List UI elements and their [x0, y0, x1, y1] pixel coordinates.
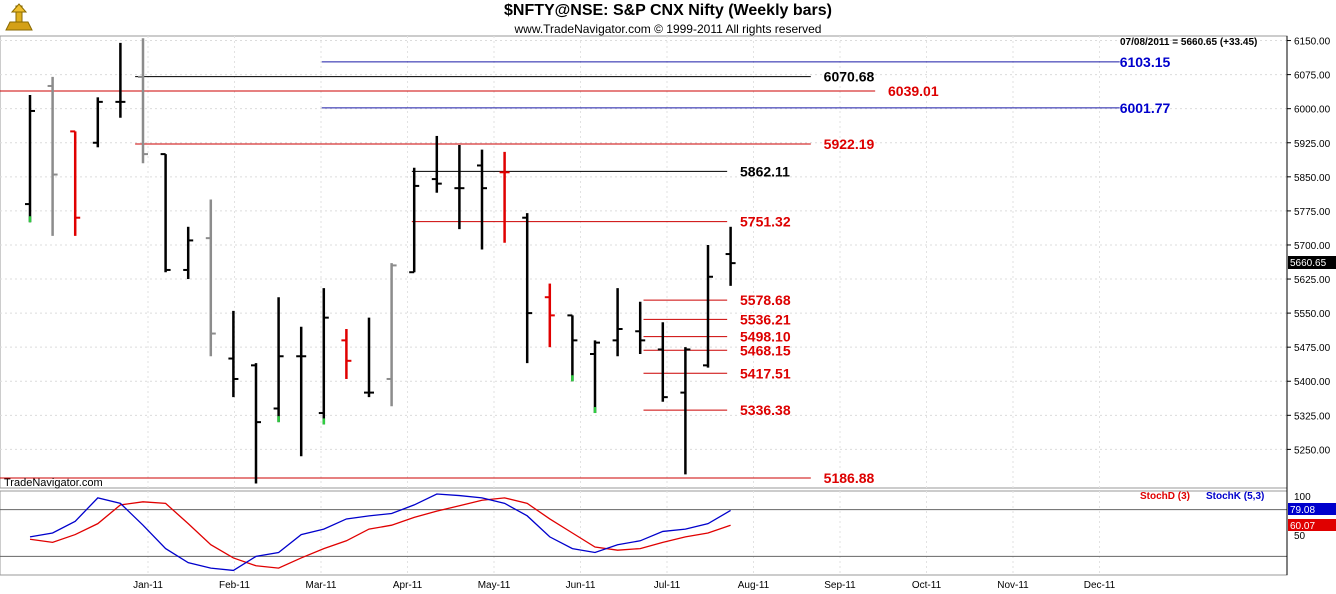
last-price-tag-box: [1288, 256, 1336, 269]
price-axis: 6150.00 6075.00 6000.00 5925.00 5850.00 5775.…: [1286, 36, 1331, 575]
chart-title: $NFTY@NSE: S&P CNX Nifty (Weekly bars): [504, 2, 832, 19]
stoch-d-value-tag: [1288, 519, 1336, 531]
stoch-axis: 100 50 79.08 60.07: [1288, 492, 1336, 542]
stoch-k-value-tag: [1288, 503, 1336, 515]
ohlc-bar: [318, 288, 329, 425]
y-tick-label: 5475.00: [1294, 343, 1331, 354]
y-tick-label: 5775.00: [1294, 207, 1331, 218]
watermark: TradeNavigator.com: [4, 477, 103, 489]
ohlc-bar: [160, 153, 171, 273]
level-label: 6001.77: [1120, 100, 1171, 116]
stoch-k-value: 79.08: [1290, 505, 1315, 516]
stoch-k-label: StochK (5,3): [1206, 491, 1265, 502]
time-axis: Jan-11 Feb-11 Mar-11 Apr-11 May-11 Jun-11 Jul-…: [133, 580, 1116, 591]
ohlc-bar: [725, 226, 736, 286]
x-tick-label: Jan-11: [133, 580, 163, 591]
ohlc-bar: [228, 310, 239, 398]
ohlc-bar: [138, 38, 148, 164]
stoch-panel-frame: [0, 490, 1288, 576]
ohlc-bar: [431, 135, 442, 193]
level-label: 6103.15: [1120, 54, 1171, 70]
level-label: 5751.32: [740, 214, 791, 230]
y-tick-label: 5250.00: [1294, 445, 1331, 456]
ohlc-bar: [183, 226, 194, 280]
x-tick-label: Dec-11: [1084, 580, 1116, 591]
ohlc-bar: [477, 149, 487, 250]
stochastic-lines: [0, 493, 1287, 572]
quote-readout: 07/08/2011 = 5660.65 (+33.45): [1120, 37, 1258, 48]
ohlc-bar: [680, 347, 691, 475]
price-panel-frame: [0, 35, 1288, 489]
y-tick-label: 5325.00: [1294, 411, 1331, 422]
y-tick-label: 6075.00: [1294, 71, 1331, 82]
level-lines: 6103.15 6070.68 6039.01 6001.77 5922.19 5862.…: [0, 54, 1171, 486]
x-tick-label: Oct-11: [912, 580, 942, 591]
trade-navigator-logo-icon: [2, 2, 36, 34]
x-tick-label: Mar-11: [306, 580, 337, 591]
ohlc-bar: [205, 199, 216, 357]
level-label: 5468.15: [740, 342, 791, 358]
x-tick-label: Jun-11: [566, 580, 596, 591]
copyright-subtitle: www.TradeNavigator.com © 1999-2011 All r…: [514, 22, 822, 36]
y-tick-label: 5550.00: [1294, 309, 1331, 320]
level-label: 5186.88: [824, 470, 875, 486]
ohlc-bar: [409, 167, 420, 274]
level-label: 6070.68: [824, 69, 875, 85]
grid-lines: [0, 36, 1287, 575]
y-tick-label: 5625.00: [1294, 275, 1331, 286]
last-price-tag: 5660.65: [1290, 258, 1327, 269]
x-tick-label: Sep-11: [824, 580, 856, 591]
y-tick-label: 6150.00: [1294, 37, 1331, 48]
level-label: 5862.11: [740, 163, 790, 179]
ohlc-bar: [341, 329, 352, 379]
ohlc-bar: [25, 95, 35, 223]
level-label: 6039.01: [888, 83, 939, 99]
ohlc-bar: [92, 97, 103, 148]
ohlc-bar: [567, 314, 578, 382]
ohlc-bar: [251, 363, 261, 484]
ohlc-bar: [635, 301, 646, 354]
ohlc-bar: [386, 263, 397, 407]
ohlc-bar: [47, 76, 58, 236]
ohlc-bar: [364, 317, 374, 398]
level-label: 5536.21: [740, 311, 791, 327]
ohlc-bar: [273, 297, 284, 423]
ohlc-bar: [657, 322, 668, 402]
ohlc-bar: [590, 340, 600, 414]
stoch-d-label: StochD (3): [1140, 491, 1190, 502]
x-tick-label: Jul-11: [654, 580, 681, 591]
y-tick-label: 5850.00: [1294, 173, 1331, 184]
stoch-k-line: [29, 493, 731, 572]
y-tick-label: 5925.00: [1294, 139, 1331, 150]
ohlc-bar: [522, 213, 533, 364]
ohlc-bar: [115, 42, 126, 118]
x-tick-label: Aug-11: [738, 580, 770, 591]
x-tick-label: Nov-11: [997, 580, 1029, 591]
ohlc-bar: [612, 288, 623, 357]
x-tick-label: May-11: [478, 580, 511, 591]
ohlc-bar: [296, 326, 307, 457]
y-tick-label: 6000.00: [1294, 105, 1331, 116]
stoch-tick-100: 100: [1294, 492, 1311, 503]
level-label: 5336.38: [740, 402, 791, 418]
ohlc-bar: [544, 283, 555, 348]
ohlc-bar: [454, 145, 465, 230]
stoch-d-value: 60.07: [1290, 521, 1315, 532]
price-bars: [25, 38, 736, 484]
stoch-tick-50: 50: [1294, 531, 1306, 542]
stoch-d-line: [29, 497, 731, 569]
level-label: 5922.19: [824, 136, 875, 152]
x-tick-label: Feb-11: [219, 580, 250, 591]
level-label: 5417.51: [740, 365, 791, 381]
ohlc-bar: [70, 130, 81, 236]
level-label: 5498.10: [740, 329, 791, 345]
ohlc-bar: [703, 244, 713, 368]
level-label: 5578.68: [740, 292, 791, 308]
ohlc-bar: [499, 151, 510, 243]
y-tick-label: 5700.00: [1294, 241, 1331, 252]
y-tick-label: 5400.00: [1294, 377, 1331, 388]
x-tick-label: Apr-11: [393, 580, 423, 591]
